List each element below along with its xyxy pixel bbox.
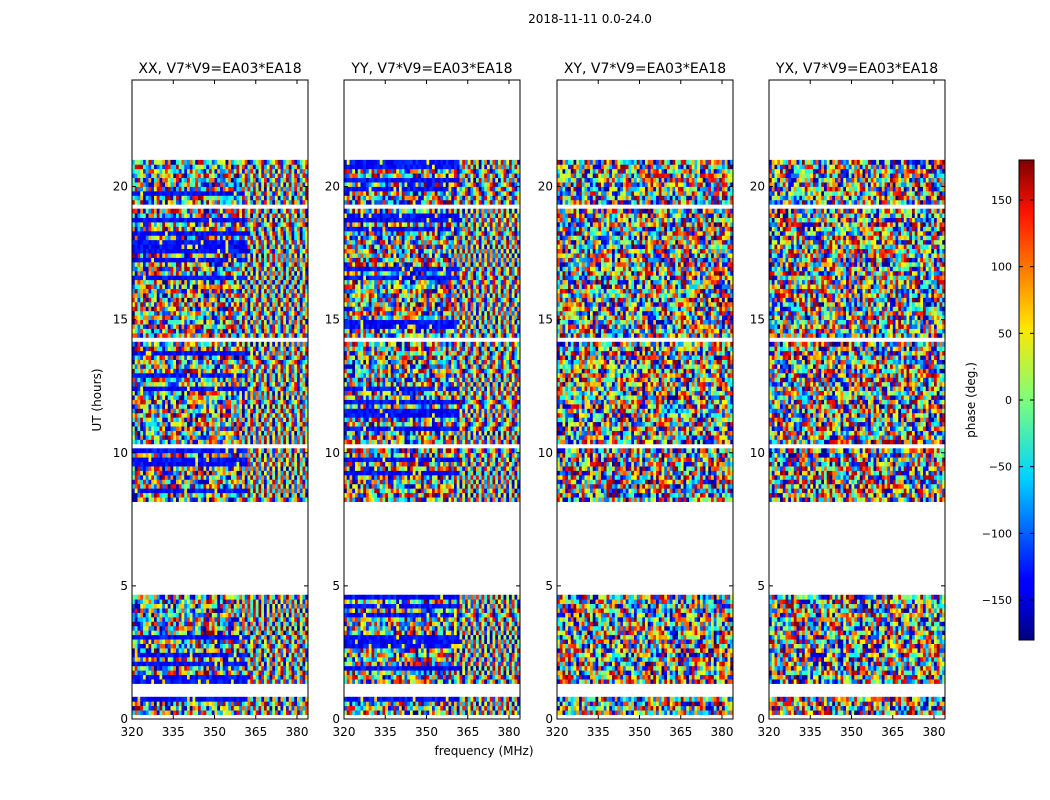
y-tick-label: 20 xyxy=(750,180,765,194)
y-tick-label: 5 xyxy=(757,579,765,593)
colorbar-tick-label: 150 xyxy=(991,194,1012,207)
heatmap-cells xyxy=(769,159,946,715)
x-tick-label: 335 xyxy=(587,725,610,739)
colorbar-tick-label: 0 xyxy=(1005,394,1012,407)
y-tick-label: 5 xyxy=(120,579,128,593)
panel-xy: XY, V7*V9=EA03*EA18 320 335 350 365 380 0 5 10 15… xyxy=(538,61,734,739)
x-tick-label: 380 xyxy=(711,725,734,739)
y-tick-label: 5 xyxy=(545,579,553,593)
x-tick-label: 380 xyxy=(498,725,521,739)
y-tick-label: 20 xyxy=(538,180,553,194)
y-tick-label: 20 xyxy=(325,180,340,194)
axes-frame xyxy=(768,79,946,720)
y-tick-label: 15 xyxy=(750,313,765,327)
x-tick-label: 320 xyxy=(333,725,356,739)
y-axis-label: UT (hours) xyxy=(90,368,104,431)
y-tick-label: 0 xyxy=(120,712,128,726)
y-tick-label: 0 xyxy=(332,712,340,726)
x-tick-label: 335 xyxy=(799,725,822,739)
panel-xx: XX, V7*V9=EA03*EA18 320 335 350 365 380 0 5 10 15… xyxy=(113,61,309,739)
x-tick-label: 365 xyxy=(881,725,904,739)
x-tick-label: 350 xyxy=(415,725,438,739)
x-tick-label: 350 xyxy=(628,725,651,739)
y-tick-label: 10 xyxy=(750,446,765,460)
x-tick-label: 350 xyxy=(840,725,863,739)
colorbar-tick-label: −50 xyxy=(989,461,1012,474)
heatmap-cells xyxy=(132,159,309,715)
y-tick-label: 20 xyxy=(113,180,128,194)
panel-yx: YX, V7*V9=EA03*EA18 320 335 350 365 380 0 5 10 15… xyxy=(750,61,946,739)
axes-frame xyxy=(343,79,521,720)
axes-frame xyxy=(556,79,734,720)
x-tick-label: 365 xyxy=(244,725,267,739)
panel-title: YX, V7*V9=EA03*EA18 xyxy=(775,61,938,77)
x-tick-label: 365 xyxy=(669,725,692,739)
colorbar-tick-label: 100 xyxy=(991,261,1012,274)
y-tick-label: 5 xyxy=(332,579,340,593)
x-tick-label: 335 xyxy=(162,725,185,739)
y-tick-label: 10 xyxy=(113,446,128,460)
y-tick-label: 0 xyxy=(757,712,765,726)
x-tick-label: 320 xyxy=(121,725,144,739)
y-tick-label: 0 xyxy=(545,712,553,726)
y-tick-label: 15 xyxy=(325,313,340,327)
figure-title: 2018-11-11 0.0-24.0 xyxy=(0,12,1050,26)
colorbar-tick-label: −100 xyxy=(982,527,1012,540)
x-axis-label: frequency (MHz) xyxy=(434,744,533,758)
x-tick-label: 365 xyxy=(456,725,479,739)
heatmap-cells xyxy=(557,159,734,715)
colorbar-label: phase (deg.) xyxy=(964,362,978,438)
colorbar-tick-label: −150 xyxy=(982,594,1012,607)
x-tick-label: 350 xyxy=(203,725,226,739)
x-tick-label: 380 xyxy=(286,725,309,739)
heatmap-cells xyxy=(344,159,521,715)
panel-title: YY, V7*V9=EA03*EA18 xyxy=(350,61,512,77)
panel-title: XX, V7*V9=EA03*EA18 xyxy=(138,61,301,77)
panel-title: XY, V7*V9=EA03*EA18 xyxy=(564,61,726,77)
y-tick-label: 10 xyxy=(325,446,340,460)
y-tick-label: 15 xyxy=(113,313,128,327)
y-tick-label: 10 xyxy=(538,446,553,460)
x-tick-label: 380 xyxy=(923,725,946,739)
axes-frame xyxy=(131,79,309,720)
x-tick-label: 320 xyxy=(758,725,781,739)
colorbar-tick-label: 50 xyxy=(998,327,1012,340)
panel-yy: YY, V7*V9=EA03*EA18 320 335 350 365 380 0 5 10 15… xyxy=(325,61,521,739)
x-tick-label: 335 xyxy=(374,725,397,739)
x-tick-label: 320 xyxy=(546,725,569,739)
y-tick-label: 15 xyxy=(538,313,553,327)
